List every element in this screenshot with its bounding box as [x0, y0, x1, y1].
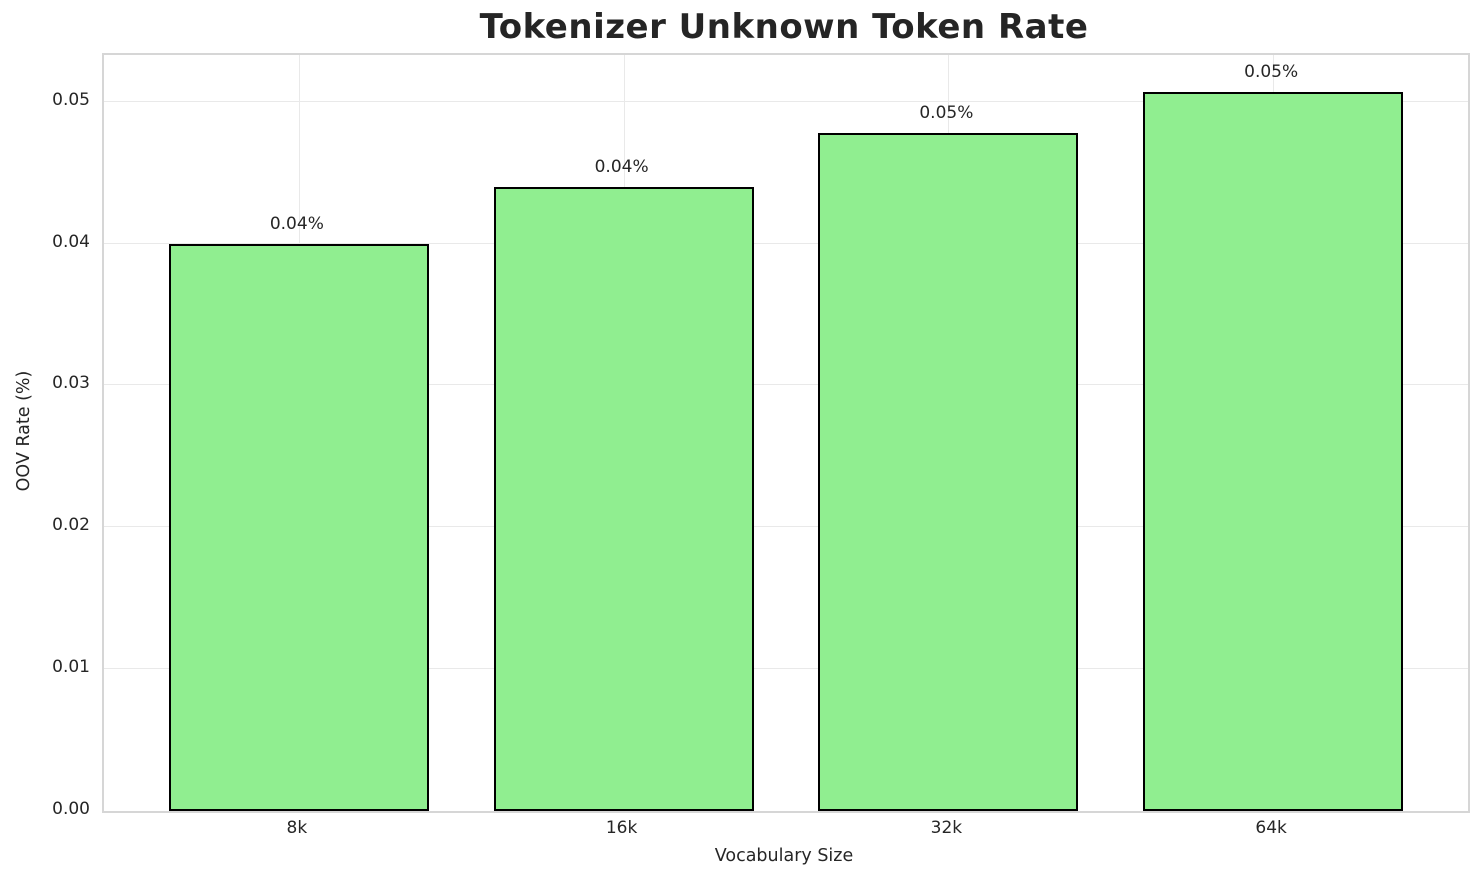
- y-tick-label: 0.04: [52, 231, 90, 252]
- bar-64k: [1143, 91, 1404, 811]
- y-tick-label: 0.02: [52, 515, 90, 536]
- x-tick-label: 16k: [605, 818, 638, 838]
- y-gridline: [104, 384, 1468, 386]
- y-gridline: [104, 526, 1468, 528]
- y-tick-label: 0.05: [52, 89, 90, 110]
- x-axis-label: Vocabulary Size: [714, 846, 854, 866]
- bar-value-label: 0.04%: [594, 156, 649, 177]
- y-axis-label: OOV Rate (%): [14, 370, 34, 492]
- y-tick-label: 0.00: [52, 799, 90, 819]
- bar-value-label: 0.05%: [1244, 61, 1299, 82]
- y-gridline: [104, 242, 1468, 244]
- x-tick-label: 64k: [1255, 818, 1287, 838]
- y-gridline: [104, 668, 1468, 670]
- x-tick-label: 8k: [286, 818, 308, 838]
- y-tick-label: 0.03: [52, 373, 90, 394]
- y-gridline: [104, 100, 1468, 102]
- bar-value-label: 0.05%: [919, 103, 974, 123]
- bar-16k: [493, 186, 754, 811]
- bar-32k: [818, 133, 1079, 811]
- bar-value-label: 0.04%: [269, 213, 324, 234]
- plot-area: [102, 53, 1470, 813]
- x-tick-label: 32k: [930, 818, 963, 838]
- y-tick-label: 0.01: [52, 657, 90, 678]
- chart-title: Tokenizer Unknown Token Rate: [479, 7, 1089, 47]
- bar-8k: [168, 243, 429, 811]
